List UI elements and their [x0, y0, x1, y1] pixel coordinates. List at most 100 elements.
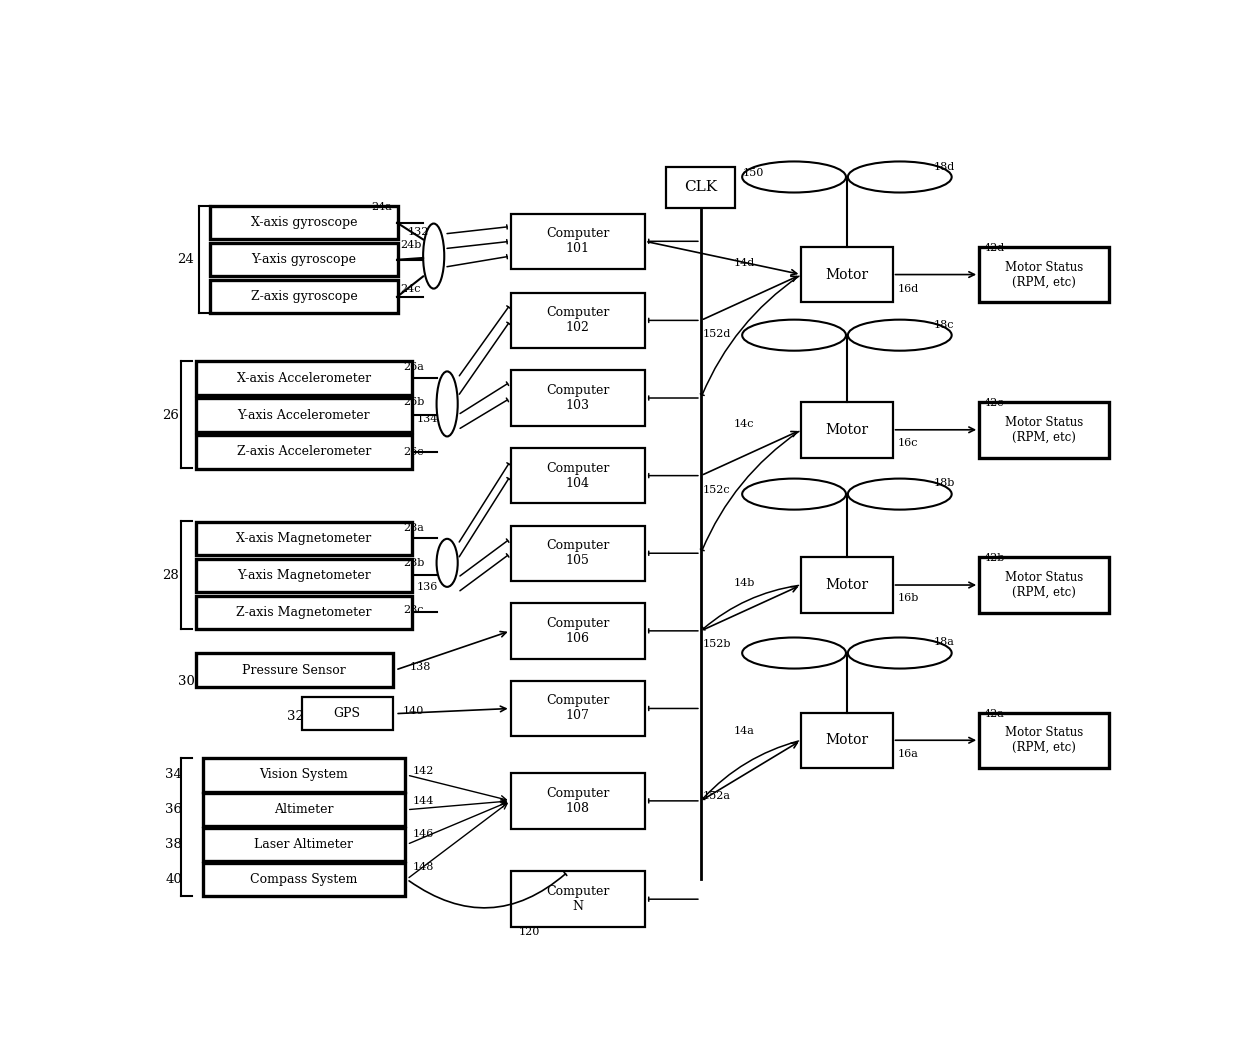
Text: 138: 138: [409, 662, 432, 672]
Text: 134: 134: [417, 414, 438, 423]
Text: 38: 38: [165, 838, 182, 851]
Ellipse shape: [848, 638, 951, 668]
Text: X-axis Accelerometer: X-axis Accelerometer: [237, 372, 371, 384]
Bar: [203, 758, 404, 792]
Bar: [511, 773, 645, 829]
Bar: [801, 402, 893, 457]
Bar: [801, 713, 893, 768]
Text: 18d: 18d: [934, 163, 955, 172]
Ellipse shape: [848, 478, 951, 510]
Text: 28a: 28a: [403, 523, 424, 533]
Text: 132: 132: [408, 227, 429, 237]
Text: 18b: 18b: [934, 478, 955, 488]
Text: Computer
105: Computer 105: [546, 540, 610, 567]
Text: 14a: 14a: [734, 725, 754, 736]
Text: Z-axis gyroscope: Z-axis gyroscope: [250, 290, 357, 303]
Text: 144: 144: [413, 796, 434, 806]
Text: 146: 146: [413, 829, 434, 840]
Text: Motor Status
(RPM, etc): Motor Status (RPM, etc): [1004, 727, 1083, 754]
Text: 26c: 26c: [403, 447, 423, 457]
Text: Y-axis gyroscope: Y-axis gyroscope: [252, 253, 356, 266]
Bar: [211, 206, 398, 240]
Text: 152a: 152a: [703, 791, 730, 800]
Text: 18a: 18a: [934, 637, 955, 647]
Bar: [980, 713, 1109, 768]
Text: Motor: Motor: [826, 733, 868, 748]
Bar: [196, 559, 412, 592]
Text: 32: 32: [288, 710, 304, 723]
Text: 142: 142: [413, 766, 434, 775]
Text: 42b: 42b: [983, 553, 1004, 564]
Text: 18c: 18c: [934, 320, 954, 329]
Bar: [511, 681, 645, 736]
Text: 42c: 42c: [983, 398, 1004, 409]
Text: 14c: 14c: [734, 419, 754, 429]
Text: Altimeter: Altimeter: [274, 804, 334, 816]
Text: 28c: 28c: [403, 605, 423, 616]
Text: 152b: 152b: [703, 639, 732, 649]
Text: Motor Status
(RPM, etc): Motor Status (RPM, etc): [1004, 571, 1083, 599]
Text: 28: 28: [162, 569, 179, 582]
Bar: [196, 435, 412, 469]
Text: X-axis Magnetometer: X-axis Magnetometer: [237, 532, 372, 545]
Text: 140: 140: [403, 705, 424, 716]
Text: Y-axis Accelerometer: Y-axis Accelerometer: [238, 409, 371, 421]
Ellipse shape: [743, 320, 846, 351]
Text: 26: 26: [162, 409, 179, 421]
Text: X-axis gyroscope: X-axis gyroscope: [250, 216, 357, 229]
Text: Y-axis Magnetometer: Y-axis Magnetometer: [237, 569, 371, 582]
Text: CLK: CLK: [684, 181, 718, 194]
Text: 152d: 152d: [703, 328, 732, 339]
Bar: [211, 243, 398, 277]
Text: 16c: 16c: [898, 438, 919, 448]
Text: 28b: 28b: [403, 558, 424, 568]
Text: 24a: 24a: [371, 202, 392, 211]
Text: 30: 30: [179, 675, 196, 687]
Ellipse shape: [436, 539, 458, 587]
Bar: [211, 280, 398, 314]
Bar: [980, 402, 1109, 457]
Bar: [666, 167, 735, 208]
Text: 120: 120: [520, 927, 541, 938]
Text: 24c: 24c: [401, 284, 420, 295]
Text: 14d: 14d: [734, 259, 755, 268]
Text: 34: 34: [165, 769, 182, 781]
Bar: [203, 863, 404, 895]
Bar: [511, 603, 645, 659]
Ellipse shape: [848, 162, 951, 192]
Text: 16a: 16a: [898, 749, 919, 758]
Bar: [511, 371, 645, 426]
Text: 24b: 24b: [401, 240, 422, 250]
Text: 16b: 16b: [898, 592, 919, 603]
Text: 136: 136: [417, 582, 438, 591]
Bar: [203, 793, 404, 827]
Ellipse shape: [848, 320, 951, 351]
Text: Z-axis Accelerometer: Z-axis Accelerometer: [237, 446, 371, 458]
Text: Computer
102: Computer 102: [546, 306, 610, 335]
Bar: [196, 522, 412, 555]
Text: Computer
101: Computer 101: [546, 227, 610, 256]
Text: 152c: 152c: [703, 486, 730, 495]
Bar: [203, 828, 404, 861]
Text: 26b: 26b: [403, 397, 424, 408]
Bar: [511, 213, 645, 269]
Text: 14b: 14b: [734, 578, 755, 588]
Bar: [196, 361, 412, 395]
Text: 36: 36: [165, 804, 182, 816]
Bar: [301, 697, 393, 731]
Text: Computer
108: Computer 108: [546, 787, 610, 815]
Text: Z-axis Magnetometer: Z-axis Magnetometer: [236, 606, 372, 619]
Text: Computer
N: Computer N: [546, 885, 610, 913]
Bar: [801, 558, 893, 612]
Text: Laser Altimeter: Laser Altimeter: [254, 838, 353, 851]
Ellipse shape: [743, 162, 846, 192]
Text: 42d: 42d: [983, 243, 1004, 253]
Ellipse shape: [423, 224, 444, 288]
Bar: [196, 398, 412, 432]
Bar: [980, 558, 1109, 612]
Bar: [196, 654, 393, 686]
Ellipse shape: [743, 478, 846, 510]
Ellipse shape: [743, 638, 846, 668]
Ellipse shape: [436, 372, 458, 436]
Bar: [511, 871, 645, 927]
